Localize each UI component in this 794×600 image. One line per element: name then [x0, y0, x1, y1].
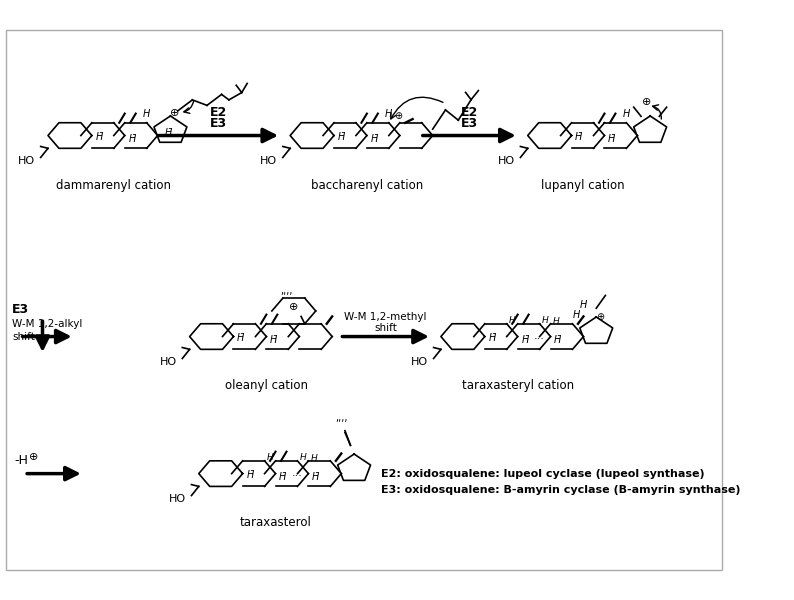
Text: oleanyl cation: oleanyl cation [225, 379, 308, 392]
Text: E2: oxidosqualene: lupeol cyclase (lupeol synthase): E2: oxidosqualene: lupeol cyclase (lupeo… [380, 469, 704, 479]
Text: H: H [299, 452, 306, 461]
Text: H̄: H̄ [522, 335, 529, 345]
Text: H: H [572, 310, 580, 320]
Text: H̄: H̄ [337, 133, 345, 142]
Text: HO: HO [18, 156, 35, 166]
Text: ⊕: ⊕ [395, 111, 403, 121]
Text: H: H [553, 317, 560, 326]
Text: taraxasteryl cation: taraxasteryl cation [461, 379, 574, 392]
Text: ⊕: ⊕ [171, 107, 179, 118]
Text: HO: HO [498, 156, 515, 166]
Text: taraxasterol: taraxasterol [240, 515, 311, 529]
Text: ···: ··· [534, 334, 545, 344]
Text: E2: E2 [461, 106, 478, 119]
Text: E3: E3 [461, 117, 478, 130]
Text: ⊕: ⊕ [29, 452, 38, 462]
Text: E2: E2 [210, 106, 227, 119]
Text: shift: shift [13, 332, 35, 341]
Text: H: H [143, 109, 150, 119]
Text: H̄: H̄ [575, 133, 583, 142]
Text: H̄: H̄ [279, 472, 287, 482]
Text: H: H [310, 454, 318, 463]
Text: H: H [267, 452, 273, 461]
Text: baccharenyl cation: baccharenyl cation [310, 179, 423, 193]
Text: H̄: H̄ [165, 128, 172, 138]
Text: HO: HO [169, 494, 186, 504]
Text: E3: E3 [210, 117, 227, 130]
Text: ···: ··· [292, 471, 303, 481]
Text: H: H [622, 109, 630, 119]
Text: E3: oxidosqualene: B-amyrin cyclase (B-amyrin synthase): E3: oxidosqualene: B-amyrin cyclase (B-a… [380, 485, 740, 495]
Text: E3: E3 [13, 302, 29, 316]
Text: H: H [385, 109, 392, 119]
Text: H: H [509, 316, 515, 325]
Text: ⊕: ⊕ [642, 97, 651, 107]
Text: H̄: H̄ [237, 334, 245, 343]
Text: H̄: H̄ [608, 134, 615, 144]
Text: ,,,,: ,,,, [335, 413, 348, 424]
Text: H̄: H̄ [312, 472, 319, 482]
Text: H̄: H̄ [246, 470, 253, 481]
Text: ⊕: ⊕ [596, 313, 604, 322]
Text: H̄: H̄ [95, 133, 103, 142]
Text: H: H [580, 299, 587, 310]
Text: HO: HO [160, 357, 177, 367]
Text: ,,,,: ,,,, [280, 286, 293, 296]
Text: lupanyl cation: lupanyl cation [541, 179, 624, 193]
Text: HO: HO [260, 156, 277, 166]
Text: HO: HO [411, 357, 428, 367]
Text: H̄: H̄ [488, 334, 495, 343]
Text: shift: shift [374, 323, 397, 333]
Text: W-M 1,2-methyl: W-M 1,2-methyl [345, 312, 427, 322]
Text: H̄: H̄ [270, 335, 277, 345]
Text: W-M 1,2-alkyl: W-M 1,2-alkyl [13, 319, 83, 329]
Text: H̄: H̄ [371, 134, 378, 144]
Text: H̄: H̄ [554, 335, 561, 345]
Text: H: H [542, 316, 549, 325]
Text: dammarenyl cation: dammarenyl cation [56, 179, 172, 193]
Text: -H: -H [14, 454, 28, 467]
Text: H̄: H̄ [129, 134, 136, 144]
Text: ⊕: ⊕ [289, 302, 299, 313]
